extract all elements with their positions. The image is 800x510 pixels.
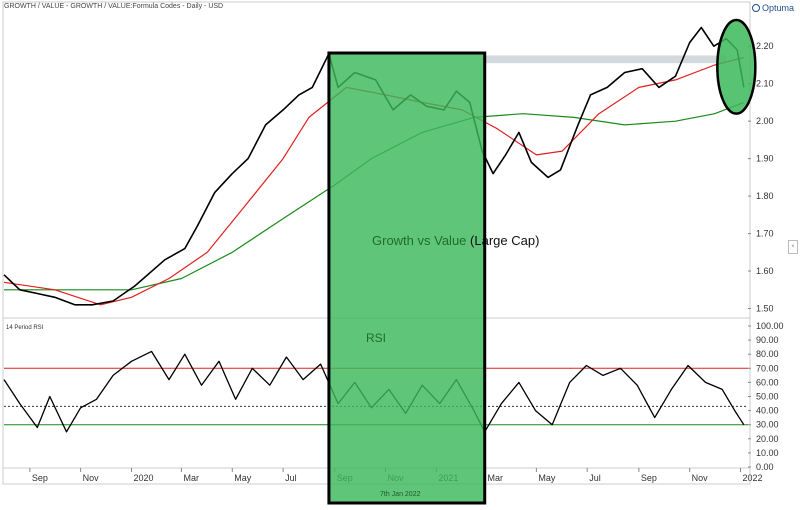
rsi-y-tick-label: 60.00 (756, 377, 779, 387)
x-tick-label: Jul (589, 473, 601, 483)
x-tick-label: Sep (641, 473, 657, 483)
y-tick-label: 2.00 (756, 116, 774, 126)
x-tick-label: May (234, 473, 252, 483)
rsi-title: RSI (366, 331, 386, 345)
x-tick-label: Nov (692, 473, 709, 483)
y-tick-label: 1.70 (756, 229, 774, 239)
optuma-logo-icon (751, 4, 760, 12)
panel-collapse-button[interactable]: ‹ (788, 240, 798, 254)
x-tick-label: Mar (183, 473, 199, 483)
rsi-y-tick-label: 100.00 (756, 321, 784, 331)
y-tick-label: 1.80 (756, 191, 774, 201)
y-tick-label: 2.20 (756, 41, 774, 51)
x-tick-label: 2020 (133, 473, 153, 483)
date-label: 7th Jan 2022 (380, 491, 421, 498)
rsi-y-tick-label: 80.00 (756, 349, 779, 359)
x-tick-label: 2022 (743, 473, 763, 483)
x-tick-label: May (538, 473, 556, 483)
logo-text: Optuma (761, 3, 794, 13)
x-tick-label: Mar (488, 473, 504, 483)
optuma-logo: Optuma (751, 3, 794, 13)
x-tick-label: Jul (285, 473, 297, 483)
rsi-y-tick-label: 30.00 (756, 420, 779, 430)
y-tick-label: 1.60 (756, 266, 774, 276)
x-tick-label: Nov (83, 473, 100, 483)
highlight-band (327, 51, 487, 505)
rsi-y-tick-label: 20.00 (756, 434, 779, 444)
rsi-y-tick-label: 40.00 (756, 406, 779, 416)
x-tick-label: Sep (32, 473, 48, 483)
rsi-y-tick-label: 70.00 (756, 363, 779, 373)
rsi-y-tick-label: 50.00 (756, 392, 779, 402)
chart-header-title: GROWTH / VALUE - GROWTH / VALUE:Formula … (4, 3, 224, 10)
highlight-ellipse (716, 18, 757, 115)
resistance-band (484, 55, 727, 64)
y-tick-label: 1.90 (756, 154, 774, 164)
y-tick-label: 2.10 (756, 79, 774, 89)
main-chart-title: Growth vs Value (Large Cap) (372, 233, 539, 248)
rsi-panel-label: 14 Period RSI (6, 325, 44, 331)
rsi-y-tick-label: 90.00 (756, 335, 779, 345)
rsi-y-tick-label: 0.00 (756, 462, 774, 472)
rsi-y-tick-label: 10.00 (756, 448, 779, 458)
y-tick-label: 1.50 (756, 304, 774, 314)
